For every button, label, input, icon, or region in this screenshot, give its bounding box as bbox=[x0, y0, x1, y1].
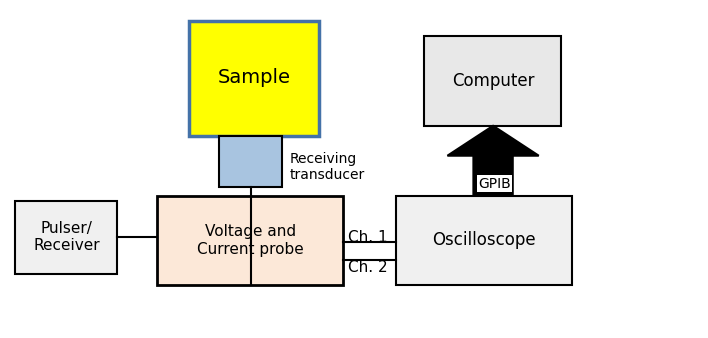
Text: Ch. 2: Ch. 2 bbox=[348, 260, 388, 274]
Text: Computer: Computer bbox=[452, 72, 535, 90]
FancyBboxPatch shape bbox=[424, 36, 561, 126]
FancyBboxPatch shape bbox=[157, 196, 343, 285]
FancyBboxPatch shape bbox=[16, 200, 118, 274]
FancyBboxPatch shape bbox=[189, 21, 319, 136]
Text: Sample: Sample bbox=[218, 68, 291, 87]
Text: Oscilloscope: Oscilloscope bbox=[432, 232, 536, 249]
Text: Receiving
transducer: Receiving transducer bbox=[290, 152, 365, 183]
Text: GPIB: GPIB bbox=[478, 177, 511, 191]
FancyBboxPatch shape bbox=[219, 136, 282, 187]
Text: Voltage and
Current probe: Voltage and Current probe bbox=[198, 224, 304, 257]
Text: Pulser/
Receiver: Pulser/ Receiver bbox=[33, 221, 100, 254]
Polygon shape bbox=[447, 126, 539, 196]
Text: Ch. 1: Ch. 1 bbox=[348, 230, 388, 245]
FancyBboxPatch shape bbox=[396, 196, 572, 285]
